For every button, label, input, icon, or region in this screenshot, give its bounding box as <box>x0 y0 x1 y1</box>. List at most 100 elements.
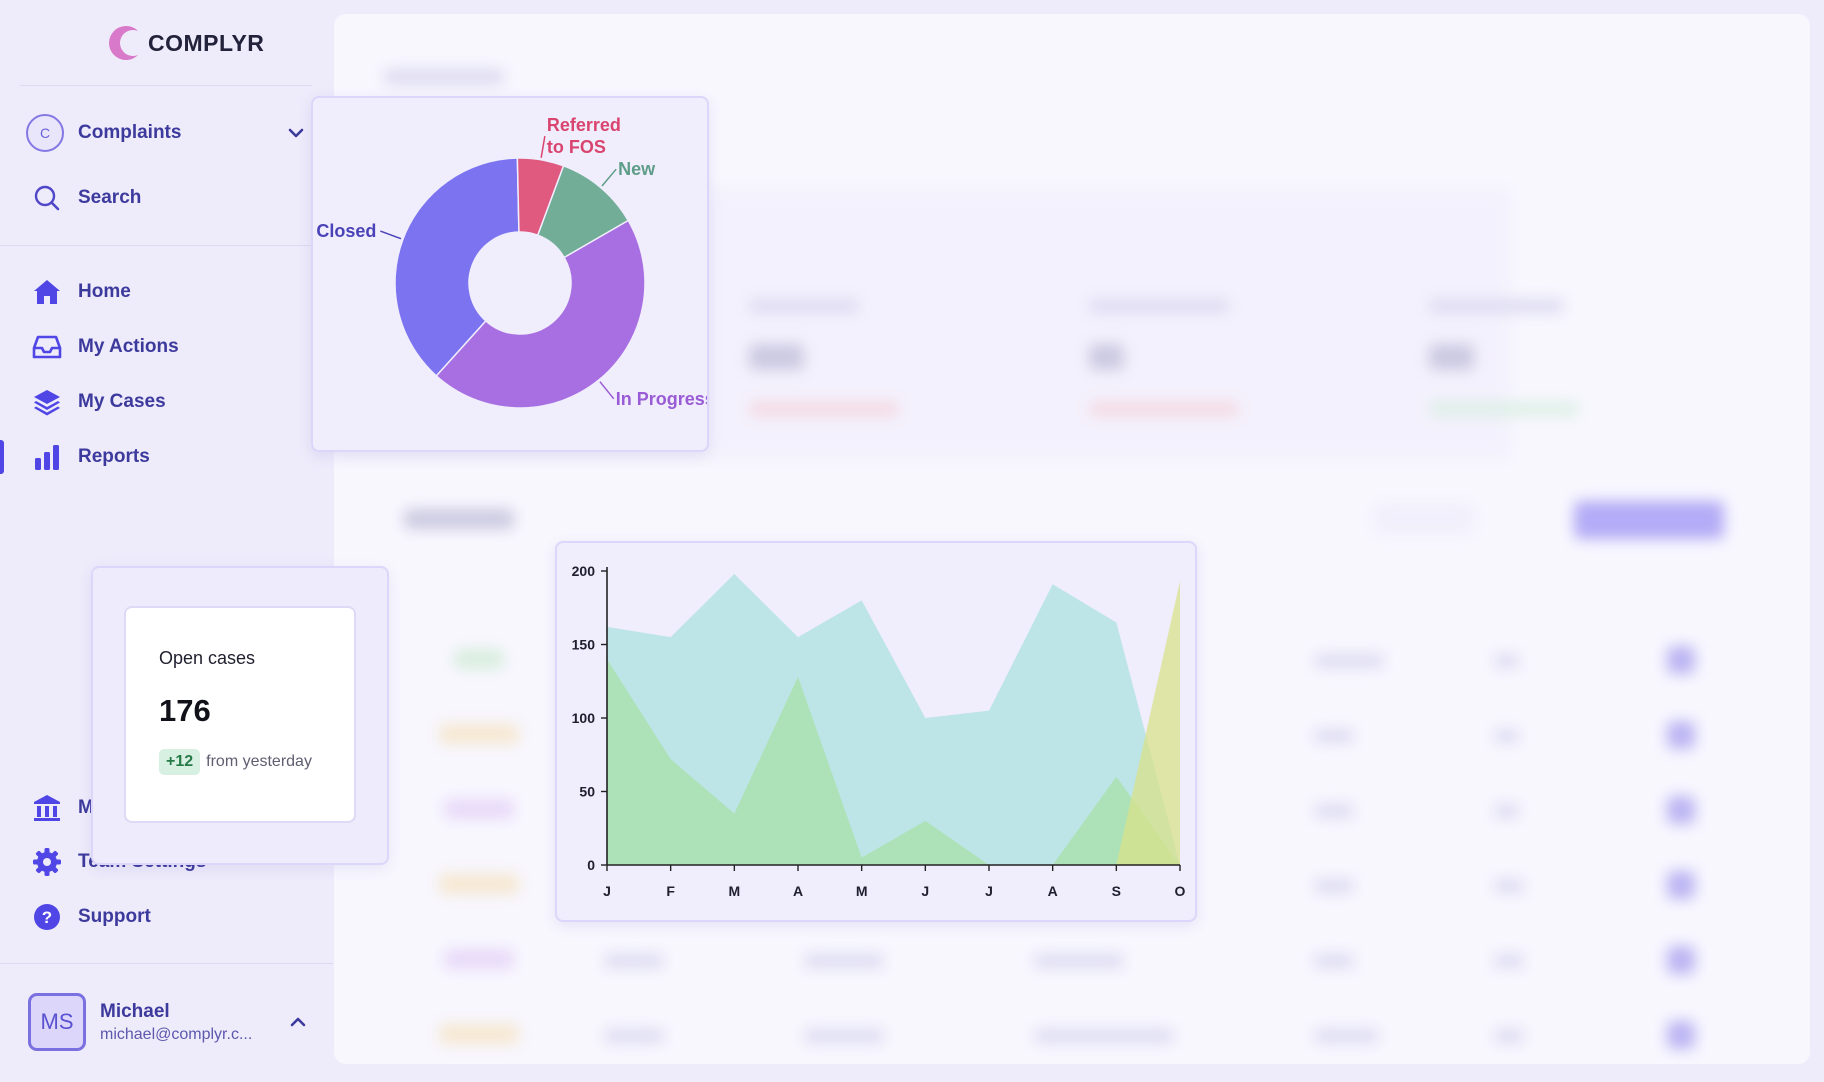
blurred-stat-delta <box>1089 402 1239 416</box>
donut-label-line: to FOS <box>547 137 606 157</box>
blurred-cell <box>804 954 884 968</box>
blurred-action <box>1667 1021 1695 1049</box>
trend-area-chart: 0 50 100 150 200 J F M A M J J A S O <box>572 563 1186 899</box>
x-tick-label: J <box>985 883 993 899</box>
blurred-stat-label <box>1429 299 1564 313</box>
avatar: MS <box>28 993 86 1051</box>
workspace-label: Complaints <box>78 122 182 143</box>
blurred-row-pill <box>454 649 504 669</box>
blurred-action <box>1667 796 1695 824</box>
help-icon: ? <box>32 902 62 932</box>
blurred-cell <box>604 954 664 968</box>
sidebar-item-label: Support <box>78 906 151 927</box>
active-indicator <box>0 440 4 474</box>
blurred-cell <box>1494 954 1524 968</box>
blurred-cell <box>604 1029 664 1043</box>
blurred-cell <box>1034 1029 1174 1043</box>
y-tick-label: 100 <box>572 710 596 726</box>
user-email: michael@complyr.c... <box>100 1025 253 1043</box>
blurred-breadcrumb <box>384 69 504 85</box>
svg-text:?: ? <box>42 908 52 927</box>
blurred-row-pill <box>444 799 514 819</box>
search-nav-item[interactable]: Search <box>32 180 141 216</box>
kpi-value: 176 <box>159 693 211 728</box>
donut-slice-label: Referred to FOS <box>547 115 621 157</box>
blurred-cell <box>1494 1029 1524 1043</box>
x-tick-label: O <box>1175 883 1186 899</box>
open-cases-card: Open cases 176 +12 from yesterday <box>124 606 356 823</box>
x-tick-label: S <box>1112 883 1121 899</box>
x-tick-label: F <box>666 883 675 899</box>
workspace-selector[interactable]: C Complaints <box>26 112 306 154</box>
blurred-action <box>1667 646 1695 674</box>
sidebar-item-partially-hidden[interactable]: M <box>32 790 94 826</box>
chevron-up-icon <box>290 1017 306 1027</box>
blurred-cell <box>1494 729 1519 743</box>
blurred-row-pill <box>444 949 514 969</box>
sidebar-item-label: Home <box>78 281 131 302</box>
blurred-row-pill <box>439 1024 519 1044</box>
x-tick-label: J <box>921 883 929 899</box>
donut-leader-line <box>601 168 617 187</box>
area-series <box>607 659 1180 865</box>
blurred-cell <box>1314 654 1384 668</box>
blurred-stat-value <box>1429 344 1474 370</box>
x-tick-label: A <box>1048 883 1058 899</box>
donut-leader-line <box>599 381 615 400</box>
y-tick-label: 50 <box>579 784 595 800</box>
blurred-action <box>1667 871 1695 899</box>
blurred-row-pill <box>439 724 519 744</box>
donut-label-line: Referred <box>547 115 621 135</box>
blurred-cell <box>1494 654 1519 668</box>
y-tick-label: 0 <box>587 857 595 873</box>
blurred-primary-button <box>1574 501 1724 539</box>
sidebar-item-reports[interactable]: Reports <box>32 439 150 475</box>
y-tick-label: 200 <box>572 563 596 579</box>
bar-chart-icon <box>32 442 62 472</box>
blurred-stat-value <box>749 344 804 370</box>
divider <box>0 245 333 246</box>
blurred-cell <box>1314 954 1354 968</box>
donut-slice-label: In Progress <box>616 389 707 409</box>
sidebar-item-home[interactable]: Home <box>32 274 131 310</box>
blurred-cell <box>1494 879 1524 893</box>
user-profile[interactable]: MS Michael michael@complyr.c... <box>28 992 308 1052</box>
blurred-cell <box>1314 879 1354 893</box>
sidebar-item-my-cases[interactable]: My Cases <box>32 384 166 420</box>
layers-icon <box>32 387 62 417</box>
blurred-action <box>1667 721 1695 749</box>
gear-icon <box>32 847 62 877</box>
kpi-delta-badge: +12 <box>159 749 201 775</box>
sidebar-item-support[interactable]: ? Support <box>32 899 151 935</box>
donut-slice-label: Closed <box>316 221 376 241</box>
sidebar-item-label: My Cases <box>78 391 166 412</box>
user-name: Michael <box>100 1000 170 1022</box>
search-icon <box>32 183 62 213</box>
blurred-stat-label <box>1089 299 1229 313</box>
blurred-cell <box>1494 804 1519 818</box>
blurred-cell <box>1314 804 1354 818</box>
blurred-stat-delta <box>749 402 899 416</box>
divider <box>0 963 333 964</box>
blurred-cell <box>1034 954 1124 968</box>
divider <box>20 85 312 86</box>
sidebar-item-my-actions[interactable]: My Actions <box>32 329 179 365</box>
chevron-down-icon <box>288 128 304 138</box>
donut-leader-line <box>540 135 546 158</box>
home-icon <box>32 277 62 307</box>
donut-slice-label: New <box>618 159 656 179</box>
sidebar-item-label: Reports <box>78 446 150 467</box>
donut-slice <box>394 157 520 377</box>
donut-label-line: Closed <box>316 221 376 241</box>
sidebar-item-label: My Actions <box>78 336 179 357</box>
workspace-avatar: C <box>26 114 64 152</box>
blurred-section-title <box>404 509 514 529</box>
brand-logo[interactable]: COMPLYR <box>106 22 264 64</box>
x-tick-label: J <box>603 883 611 899</box>
kpi-delta-suffix: from yesterday <box>206 753 312 770</box>
donut-label-line: In Progress <box>616 389 707 409</box>
x-tick-label: A <box>793 883 803 899</box>
kpi-title: Open cases <box>159 648 256 668</box>
x-tick-label: M <box>856 883 868 899</box>
